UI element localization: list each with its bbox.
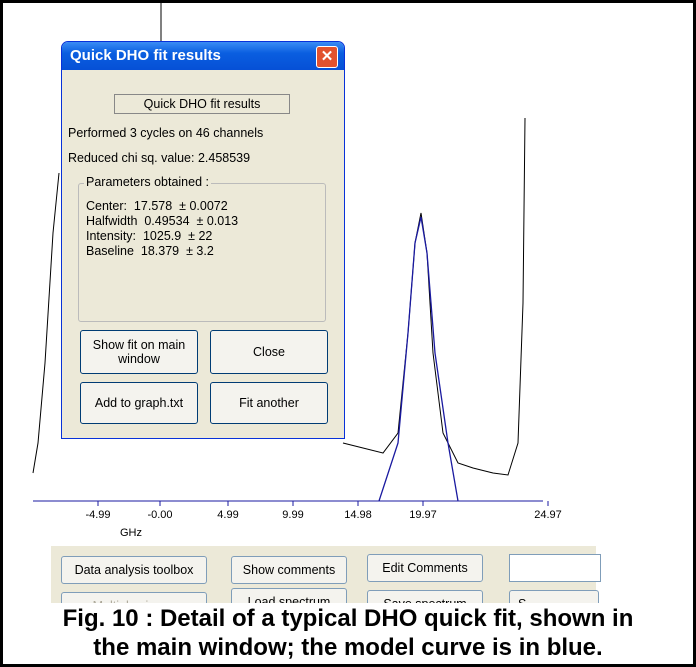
tick-label: -4.99 bbox=[85, 509, 110, 521]
tick-label: 14.98 bbox=[344, 509, 372, 521]
button[interactable]: Show fit on main window bbox=[80, 330, 198, 374]
tick-label: 9.99 bbox=[282, 509, 303, 521]
info-line: Reduced chi sq. value: 2.458539 bbox=[68, 151, 250, 165]
caption-line: Fig. 10 : Detail of a typical DHO quick … bbox=[3, 605, 693, 633]
button[interactable]: Close bbox=[210, 330, 328, 374]
tick-label: 24.97 bbox=[534, 509, 562, 521]
param: Intensity: 1025.9 ± 22 bbox=[86, 229, 212, 243]
param: Center: 17.578 ± 0.0072 bbox=[86, 199, 228, 213]
param: Halfwidth 0.49534 ± 0.013 bbox=[86, 214, 238, 228]
param: Baseline 18.379 ± 3.2 bbox=[86, 244, 214, 258]
dialog: Quick DHO fit results ✕ Quick DHO fit re… bbox=[61, 41, 345, 439]
text-field[interactable] bbox=[509, 554, 601, 582]
toolbar-button[interactable]: Show comments bbox=[231, 556, 347, 584]
fit-curve bbox=[379, 217, 458, 501]
info-line: Performed 3 cycles on 46 channels bbox=[68, 126, 263, 140]
axis-unit: GHz bbox=[120, 527, 142, 539]
toolbar-button[interactable]: Edit Comments bbox=[367, 554, 483, 582]
button[interactable]: Fit another bbox=[210, 382, 328, 424]
caption-line: the main window; the model curve is in b… bbox=[3, 634, 693, 662]
button[interactable]: Add to graph.txt bbox=[80, 382, 198, 424]
screenshot: -4.99 -0.00 4.99 9.99 14.98 19.97 24.97 GHz Qu… bbox=[0, 0, 696, 667]
group-title: Parameters obtained : bbox=[84, 175, 211, 189]
caption-box: Fig. 10 : Detail of a typical DHO quick … bbox=[3, 603, 693, 664]
tick-label: 19.97 bbox=[409, 509, 437, 521]
toolbar-button[interactable]: Data analysis toolbox bbox=[61, 556, 207, 584]
tick-label: 4.99 bbox=[217, 509, 238, 521]
header-label: Quick DHO fit results bbox=[114, 94, 290, 114]
tick-label: -0.00 bbox=[147, 509, 172, 521]
dialog-title: Quick DHO fit results bbox=[62, 42, 344, 70]
close-x[interactable]: ✕ bbox=[316, 46, 338, 68]
